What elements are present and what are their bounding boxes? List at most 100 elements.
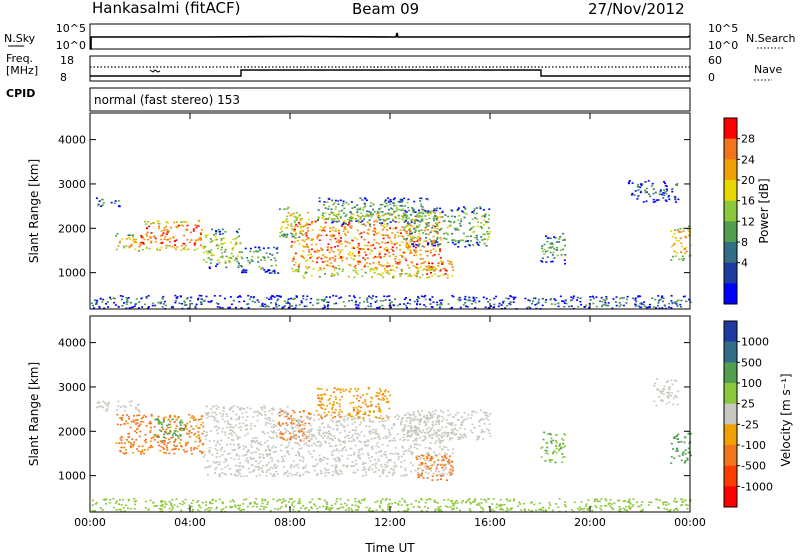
velocity-echo-cell	[221, 416, 223, 418]
velocity-echo-cell	[552, 510, 554, 512]
power-echo-cell	[404, 213, 406, 215]
power-echo-cell	[175, 300, 177, 302]
velocity-echo-cell	[438, 435, 440, 437]
velocity-echo-cell	[194, 447, 196, 449]
power-echo-cell	[377, 217, 379, 219]
velocity-echo-cell	[304, 423, 306, 425]
power-echo-cell	[214, 295, 216, 297]
power-echo-cell	[394, 217, 396, 219]
power-echo-cell	[176, 227, 178, 229]
power-echo-cell	[323, 299, 325, 301]
power-echo-cell	[170, 227, 172, 229]
velocity-echo-cell	[287, 406, 289, 408]
velocity-echo-cell	[256, 506, 258, 508]
velocity-echo-cell	[196, 501, 198, 503]
power-echo-cell	[354, 237, 356, 239]
velocity-echo-cell	[209, 447, 211, 449]
power-echo-cell	[257, 251, 259, 253]
power-echo-cell	[388, 218, 390, 220]
power-echo-cell	[480, 236, 482, 238]
power-echo-cell	[388, 295, 390, 297]
power-echo-cell	[316, 262, 318, 264]
velocity-echo-cell	[457, 430, 459, 432]
velocity-echo-cell	[357, 409, 359, 411]
velocity-echo-cell	[398, 416, 400, 418]
power-echo-cell	[420, 258, 422, 260]
power-echo-cell	[114, 202, 116, 204]
velocity-echo-cell	[167, 427, 169, 429]
velocity-echo-cell	[236, 453, 238, 455]
power-echo-cell	[318, 216, 320, 218]
velocity-echo-cell	[182, 501, 184, 503]
velocity-echo-cell	[435, 470, 437, 472]
power-echo-cell	[319, 229, 321, 231]
velocity-echo-cell	[130, 405, 132, 407]
velocity-echo-cell	[415, 416, 417, 418]
velocity-echo-cell	[475, 412, 477, 414]
velocity-echo-cell	[351, 510, 353, 512]
velocity-echo-cell	[472, 501, 474, 503]
velocity-echo-cell	[441, 441, 443, 443]
power-echo-cell	[286, 227, 288, 229]
power-echo-cell	[568, 306, 570, 308]
power-echo-cell	[433, 216, 435, 218]
velocity-echo-cell	[313, 466, 315, 468]
power-echo-cell	[349, 211, 351, 213]
velocity-echo-cell	[354, 452, 356, 454]
velocity-echo-cell	[410, 471, 412, 473]
power-echo-cell	[328, 243, 330, 245]
power-echo-cell	[663, 298, 665, 300]
power-echo-cell	[392, 246, 394, 248]
velocity-echo-cell	[266, 470, 268, 472]
velocity-echo-cell	[150, 445, 152, 447]
power-echo-cell	[224, 231, 226, 233]
velocity-echo-cell	[669, 386, 671, 388]
velocity-echo-cell	[250, 457, 252, 459]
velocity-echo-cell	[287, 438, 289, 440]
power-echo-cell	[257, 257, 259, 259]
velocity-echo-cell	[105, 503, 107, 505]
power-echo-cell	[410, 236, 412, 238]
power-echo-cell	[431, 306, 433, 308]
power-echo-cell	[420, 254, 422, 256]
velocity-echo-cell	[187, 442, 189, 444]
power-echo-cell	[445, 273, 447, 275]
power-echo-cell	[457, 246, 459, 248]
power-echo-cell	[562, 233, 564, 235]
power-echo-cell	[280, 228, 282, 230]
power-echo-cell	[287, 221, 289, 223]
power-echo-cell	[458, 242, 460, 244]
power-colorbar-tick-label: 16	[741, 195, 755, 208]
velocity-echo-cell	[447, 432, 449, 434]
velocity-echo-cell	[419, 437, 421, 439]
power-echo-cell	[101, 199, 103, 201]
power-echo-cell	[558, 306, 560, 308]
power-echo-cell	[408, 267, 410, 269]
power-echo-cell	[330, 247, 332, 249]
power-echo-cell	[443, 221, 445, 223]
velocity-echo-cell	[238, 416, 240, 418]
power-echo-cell	[549, 247, 551, 249]
power-echo-cell	[676, 303, 678, 305]
power-echo-cell	[213, 255, 215, 257]
velocity-echo-cell	[108, 402, 110, 404]
velocity-echo-cell	[149, 421, 151, 423]
power-echo-cell	[410, 261, 412, 263]
velocity-echo-cell	[135, 408, 137, 410]
velocity-echo-cell	[382, 444, 384, 446]
power-echo-cell	[422, 232, 424, 234]
velocity-echo-cell	[295, 454, 297, 456]
velocity-echo-cell	[479, 420, 481, 422]
nave-right-tick-bottom: 0	[708, 71, 715, 84]
power-echo-cell	[306, 296, 308, 298]
velocity-echo-cell	[430, 429, 432, 431]
power-echo-cell	[653, 306, 655, 308]
power-echo-cell	[216, 263, 218, 265]
velocity-echo-cell	[379, 411, 381, 413]
power-echo-cell	[445, 238, 447, 240]
power-echo-cell	[193, 230, 195, 232]
velocity-echo-cell	[393, 471, 395, 473]
power-echo-cell	[367, 221, 369, 223]
velocity-echo-cell	[351, 441, 353, 443]
power-echo-cell	[666, 188, 668, 190]
